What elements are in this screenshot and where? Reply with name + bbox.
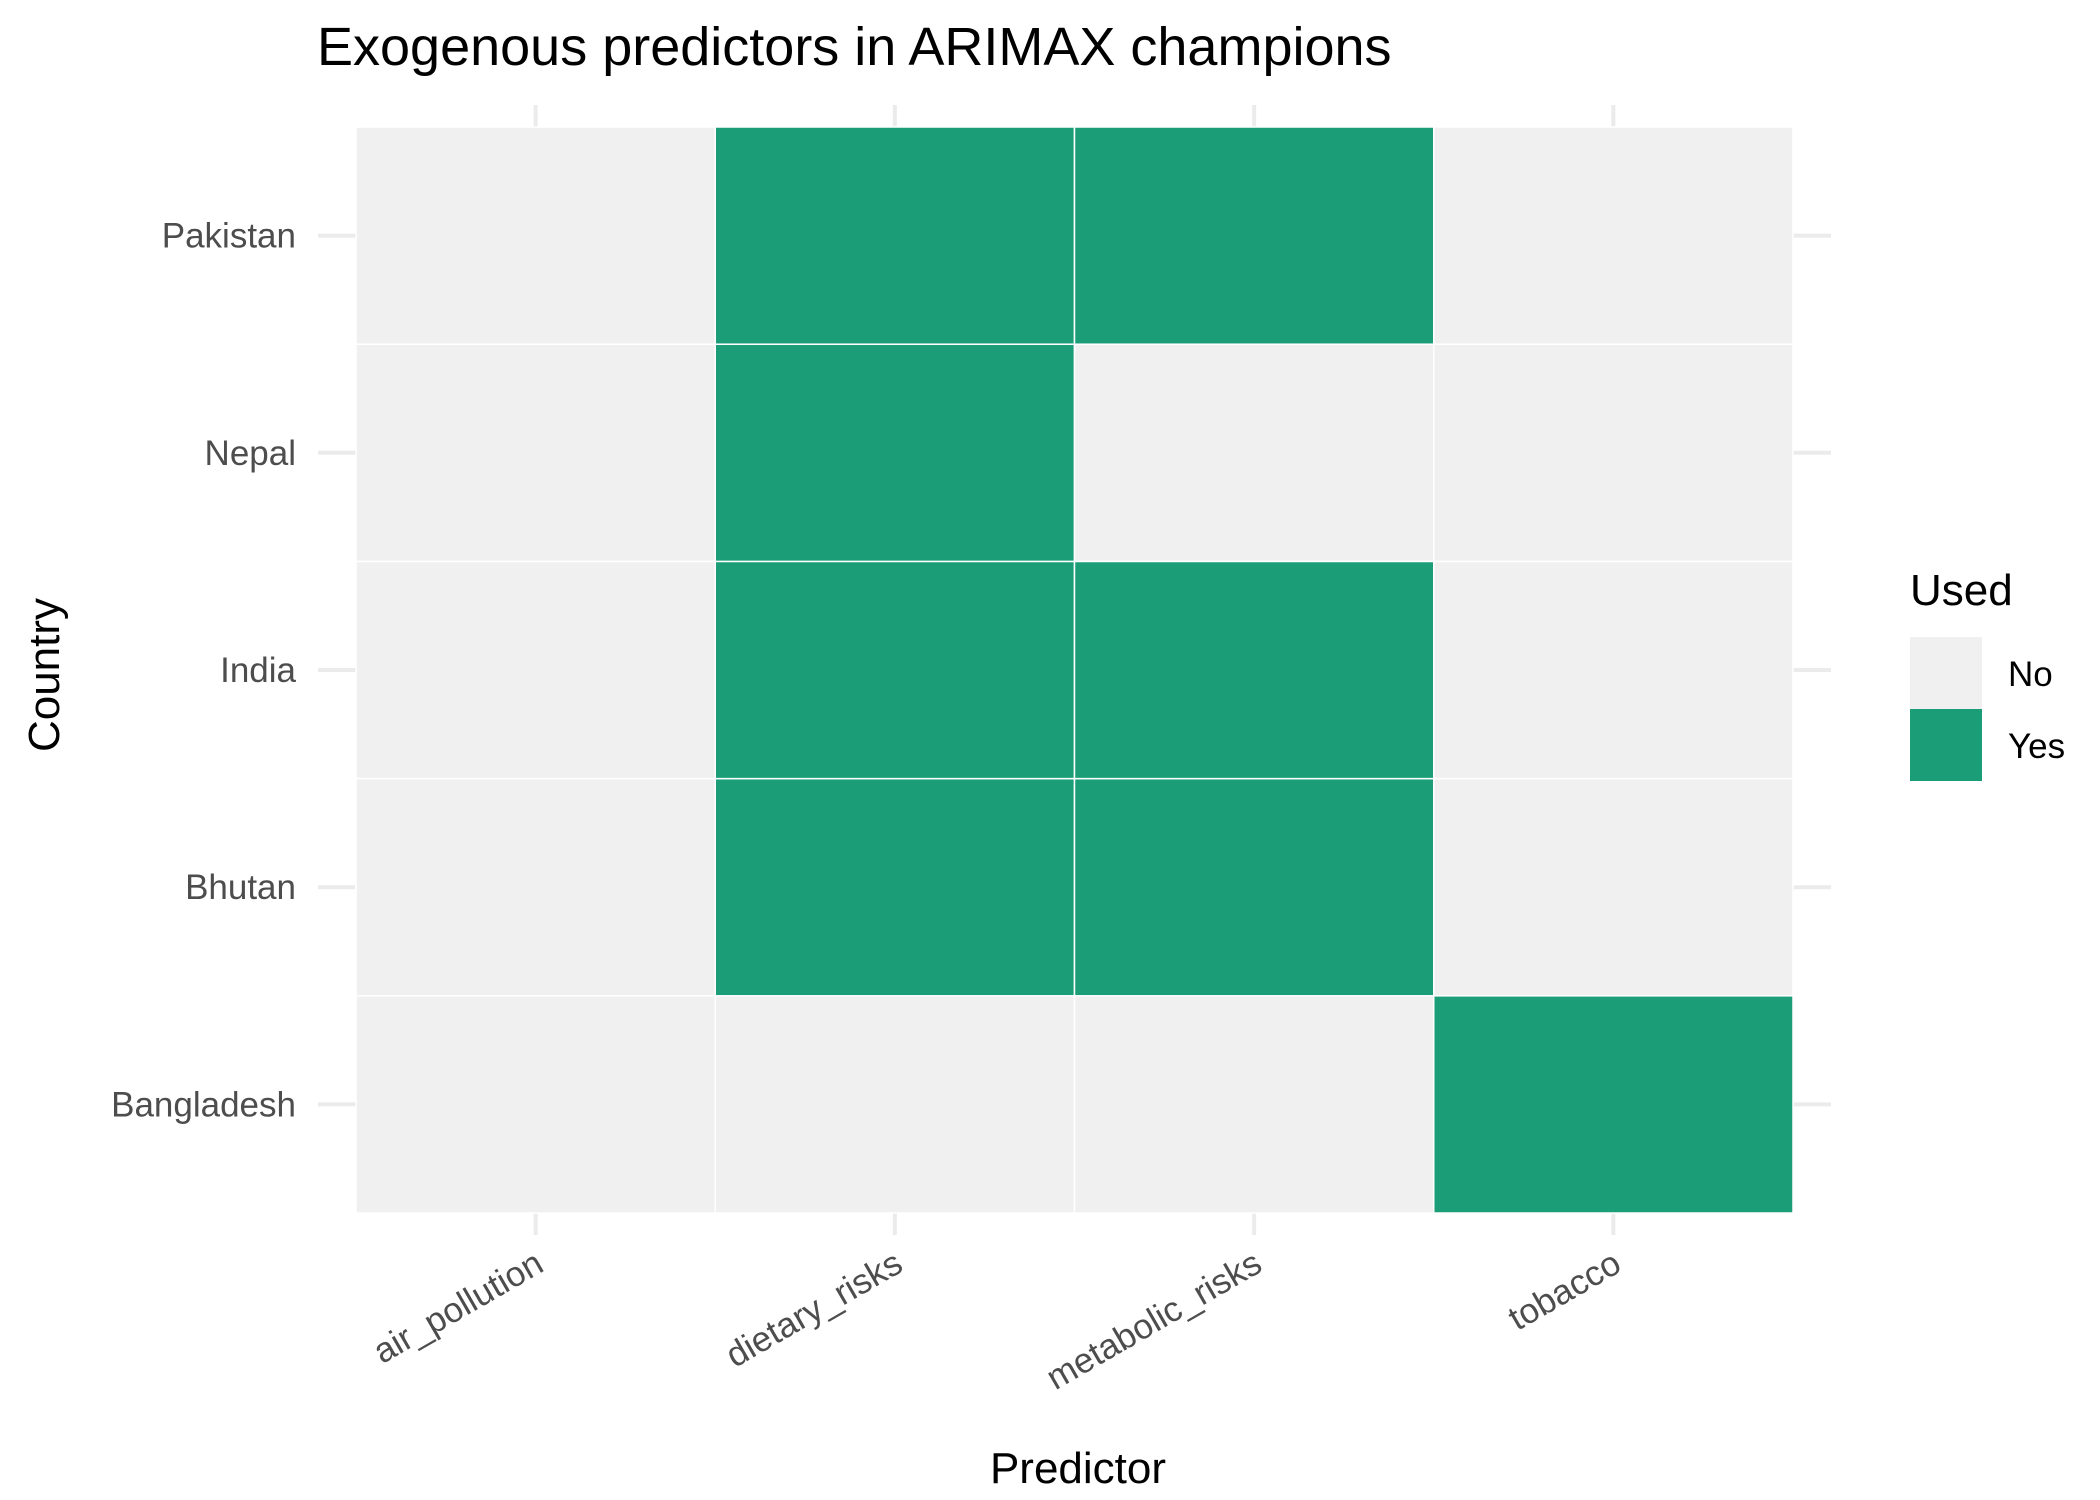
tile-bhutan-tobacco <box>1433 777 1794 997</box>
chart-title: Exogenous predictors in ARIMAX champions <box>317 17 1392 77</box>
tile-nepal-air-pollution <box>355 343 716 563</box>
y-axis-title: Country <box>20 598 69 752</box>
tile-bangladesh-air-pollution <box>355 995 716 1214</box>
y-tick-label: Bangladesh <box>111 1085 296 1124</box>
x-tick-label: metabolic_risks <box>1040 1243 1268 1397</box>
legend-label-no: No <box>2008 655 2053 694</box>
tile-india-air-pollution <box>355 560 716 780</box>
tile-pakistan-air-pollution <box>355 126 716 345</box>
tile-bhutan-metabolic-risks <box>1073 777 1435 997</box>
y-tick-label: Bhutan <box>185 868 296 907</box>
x-axis: air_pollution dietary_risks metabolic_risk… <box>367 1243 1628 1397</box>
tile-bangladesh-metabolic-risks <box>1073 995 1435 1214</box>
tile-india-metabolic-risks <box>1073 560 1435 780</box>
tile-nepal-tobacco <box>1433 343 1794 563</box>
tile-india-dietary-risks <box>714 560 1076 780</box>
tile-layer <box>355 126 1794 1214</box>
tile-bangladesh-dietary-risks <box>714 995 1076 1214</box>
y-axis: Bangladesh Bhutan India Nepal Pakistan <box>111 217 296 1125</box>
tile-bhutan-air-pollution <box>355 777 716 997</box>
tile-nepal-metabolic-risks <box>1073 343 1435 563</box>
tile-pakistan-tobacco <box>1433 126 1794 345</box>
y-tick-label: India <box>220 651 296 690</box>
tile-bhutan-dietary-risks <box>714 777 1076 997</box>
legend-key-yes <box>1910 709 1982 781</box>
x-axis-title: Predictor <box>990 1444 1166 1493</box>
tile-pakistan-metabolic-risks <box>1073 126 1435 345</box>
x-tick-label: tobacco <box>1502 1243 1628 1338</box>
x-tick-label: air_pollution <box>367 1243 550 1371</box>
y-tick-label: Pakistan <box>162 217 296 256</box>
legend-key-no <box>1910 637 1982 709</box>
tile-bangladesh-tobacco <box>1433 995 1794 1214</box>
legend-label-yes: Yes <box>2008 727 2065 766</box>
tile-pakistan-dietary-risks <box>714 126 1076 345</box>
y-tick-label: Nepal <box>205 434 296 473</box>
legend-title: Used <box>1910 566 2013 615</box>
x-tick-label: dietary_risks <box>719 1243 909 1375</box>
tile-nepal-dietary-risks <box>714 343 1076 563</box>
legend: Used No Yes <box>1910 566 2065 781</box>
tile-india-tobacco <box>1433 560 1794 780</box>
